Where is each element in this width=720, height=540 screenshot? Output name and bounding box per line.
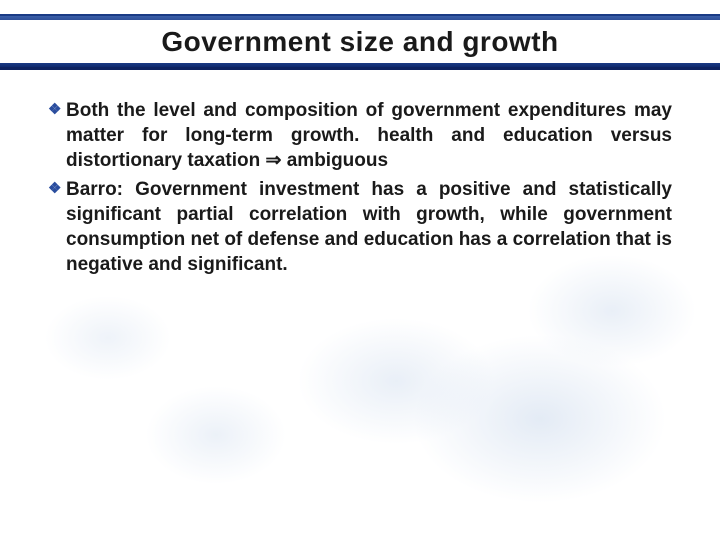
bullet-text: Both the level and composition of govern… (66, 98, 672, 173)
diamond-bullet-icon: ❖ (48, 177, 66, 277)
slide-title: Government size and growth (161, 26, 558, 58)
title-bar: Government size and growth (0, 14, 720, 70)
bullet-text: Barro: Government investment has a posit… (66, 177, 672, 277)
content-area: ❖ Both the level and composition of gove… (0, 70, 720, 277)
diamond-bullet-icon: ❖ (48, 98, 66, 173)
bullet-item: ❖ Both the level and composition of gove… (48, 98, 672, 173)
bullet-item: ❖ Barro: Government investment has a pos… (48, 177, 672, 277)
